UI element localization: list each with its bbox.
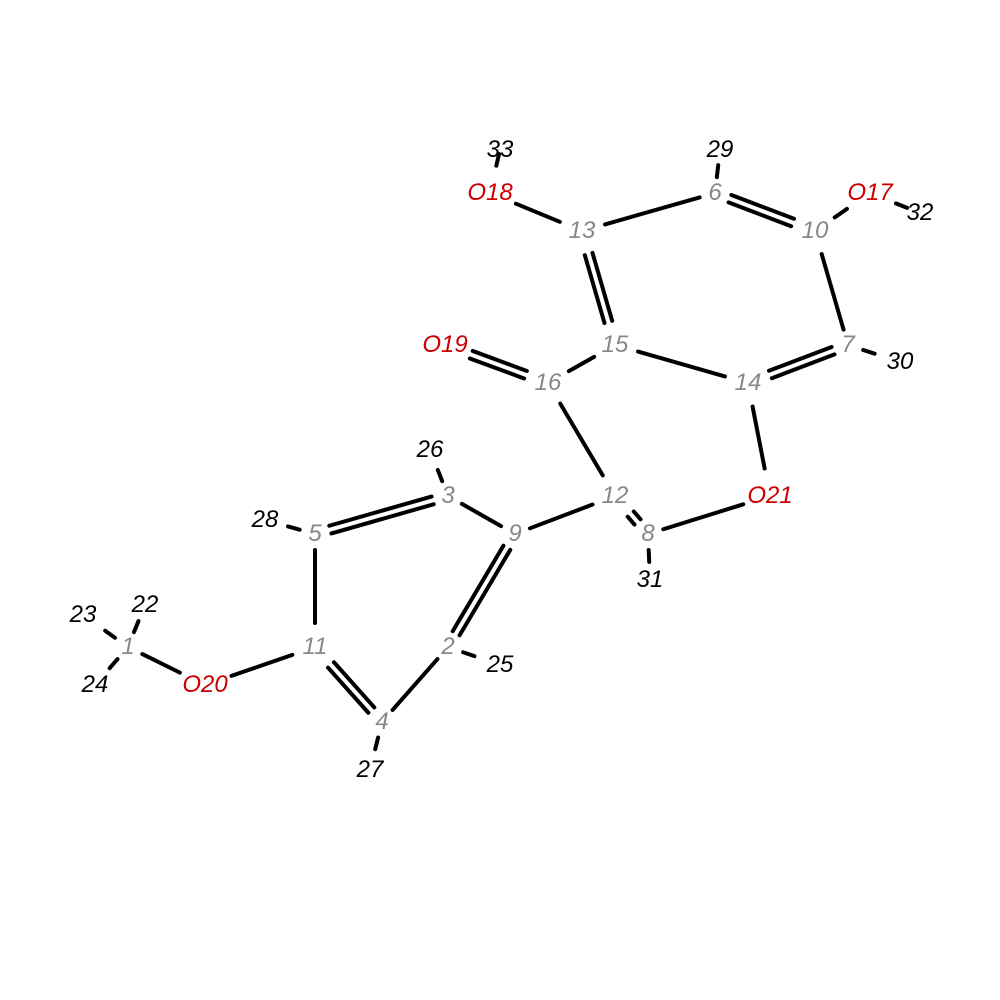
- atom-label-5: 5: [308, 520, 321, 548]
- atom-label-30: 30: [887, 348, 914, 376]
- atom-label-1: 1: [121, 633, 134, 661]
- atom-label-29: 29: [707, 136, 734, 164]
- atom-label-26: 26: [417, 436, 444, 464]
- atom-label-8: 8: [641, 520, 654, 548]
- atom-label-16: 16: [535, 369, 562, 397]
- atom-label-19: O19: [422, 331, 467, 359]
- atom-label-4: 4: [375, 708, 388, 736]
- atom-label-9: 9: [508, 520, 521, 548]
- atom-label-20: O20: [182, 671, 227, 699]
- atom-label-17: O17: [847, 179, 892, 207]
- atom-label-7: 7: [841, 331, 854, 359]
- atom-label-27: 27: [357, 756, 384, 784]
- atom-label-21: O21: [747, 482, 792, 510]
- atom-label-23: 23: [70, 601, 97, 629]
- atom-label-6: 6: [708, 179, 721, 207]
- atom-label-10: 10: [802, 217, 829, 245]
- atom-label-13: 13: [569, 217, 596, 245]
- atom-label-11: 11: [303, 633, 328, 661]
- atom-label-25: 25: [487, 651, 514, 679]
- atom-label-33: 33: [487, 136, 514, 164]
- atom-label-22: 22: [132, 591, 159, 619]
- atom-label-2: 2: [441, 633, 454, 661]
- atom-label-28: 28: [252, 506, 279, 534]
- atom-label-15: 15: [602, 331, 629, 359]
- atom-label-12: 12: [602, 482, 629, 510]
- atom-label-24: 24: [82, 671, 109, 699]
- atom-label-18: O18: [467, 179, 512, 207]
- atom-label-3: 3: [441, 482, 454, 510]
- atom-label-14: 14: [735, 369, 762, 397]
- atom-label-31: 31: [637, 566, 664, 594]
- atom-label-32: 32: [907, 199, 934, 227]
